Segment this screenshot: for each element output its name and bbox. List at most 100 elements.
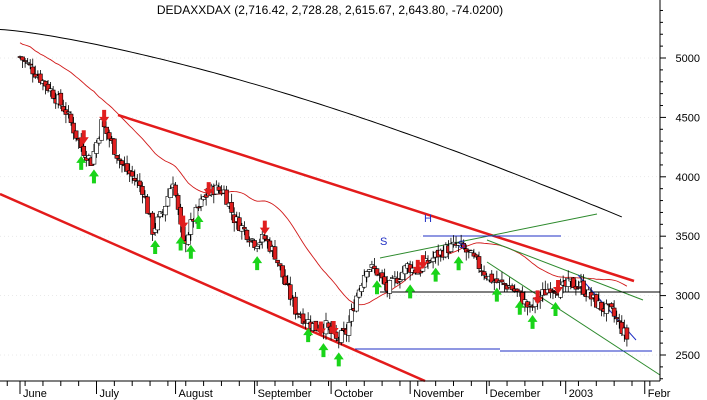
candle-body	[387, 280, 393, 294]
candle-body	[609, 303, 614, 308]
candle	[73, 130, 79, 142]
candle-body	[216, 186, 222, 191]
buy-arrow-icon	[185, 244, 196, 259]
candle	[382, 268, 387, 291]
candle	[571, 277, 576, 288]
candle	[186, 232, 191, 246]
candle	[45, 80, 51, 93]
candle-body	[198, 198, 204, 207]
candle-body	[489, 273, 495, 283]
buy-arrow-icon	[514, 300, 525, 315]
candle	[247, 236, 252, 247]
candle-body	[397, 279, 403, 282]
candle	[201, 195, 206, 201]
sell-arrow-icon	[178, 215, 189, 230]
candle	[196, 205, 201, 212]
y-tick-label: 4500	[676, 112, 700, 124]
candle	[346, 315, 352, 343]
candle-body	[272, 246, 278, 260]
buy-arrow-icon	[303, 328, 314, 343]
candle-body	[456, 242, 461, 246]
head-and-shoulders-labels: S H S	[380, 213, 465, 251]
candle	[239, 222, 245, 240]
candle-body	[517, 290, 523, 293]
candle	[349, 303, 354, 327]
buy-arrow-icon	[175, 236, 186, 251]
candle-body	[624, 327, 630, 340]
candle	[132, 169, 138, 186]
short-moving-average-line	[19, 42, 628, 306]
candle-body	[106, 132, 112, 140]
candle-body	[458, 241, 464, 244]
candle-body	[525, 301, 530, 308]
candle	[397, 272, 403, 289]
x-tick-label: October	[334, 388, 373, 400]
candle-body	[287, 284, 293, 300]
candle	[267, 237, 273, 254]
candle-body	[402, 265, 408, 275]
candle-body	[247, 240, 252, 243]
candle-body	[137, 180, 143, 186]
candle	[173, 182, 178, 198]
candle-body	[527, 304, 533, 307]
candle	[474, 254, 479, 260]
candle	[27, 59, 33, 70]
candle-body	[616, 320, 622, 323]
candle-body	[58, 92, 64, 106]
candle-body	[86, 155, 92, 159]
candle	[259, 231, 265, 249]
candle	[157, 210, 163, 219]
sell-arrow-icon	[328, 321, 339, 336]
buy-arrow-icon	[372, 280, 382, 295]
candle	[599, 302, 604, 317]
x-tick-label: July	[100, 388, 120, 400]
candle-body	[124, 163, 130, 172]
candle-body	[275, 259, 280, 264]
candle	[30, 58, 36, 83]
head-label: H	[424, 213, 432, 225]
candle-body	[132, 177, 138, 181]
candle-body	[364, 271, 370, 278]
candle	[277, 263, 283, 271]
candle-body	[257, 242, 263, 246]
candle-body	[430, 257, 436, 262]
candle-body	[571, 277, 576, 288]
buy-arrow-icon	[252, 256, 263, 271]
candle	[364, 270, 370, 283]
candle	[576, 280, 581, 290]
candle-body	[119, 160, 125, 165]
candle-body	[71, 122, 76, 134]
candle	[117, 154, 122, 169]
candle	[614, 310, 620, 325]
candle	[32, 65, 38, 79]
candle	[129, 165, 135, 184]
sell-arrow-icon	[259, 220, 270, 235]
candle-body	[361, 275, 367, 288]
candle-body	[203, 194, 209, 198]
candle-body	[514, 288, 520, 292]
candle-body	[520, 292, 525, 305]
moving-averages	[0, 29, 628, 306]
candle-body	[117, 158, 122, 161]
candle	[624, 324, 630, 347]
candle	[252, 239, 257, 251]
x-tick-label: September	[258, 388, 312, 400]
candle-body	[61, 106, 66, 112]
candle	[150, 211, 155, 241]
x-tick-label: December	[490, 388, 541, 400]
upper-channel-line	[117, 113, 635, 283]
candle-body	[114, 155, 120, 159]
candle-body	[81, 145, 87, 156]
candle	[25, 58, 30, 65]
buy-arrow-icon	[318, 343, 329, 358]
candle	[361, 269, 367, 289]
buy-arrow-icon	[491, 287, 502, 302]
candle	[22, 58, 28, 68]
candle	[359, 282, 365, 296]
candle	[326, 321, 331, 331]
right-shoulder-label: S	[458, 239, 465, 251]
candle-body	[295, 313, 301, 315]
candle-body	[252, 240, 257, 248]
candle-body	[356, 289, 362, 298]
sell-arrow-icon	[412, 259, 423, 274]
